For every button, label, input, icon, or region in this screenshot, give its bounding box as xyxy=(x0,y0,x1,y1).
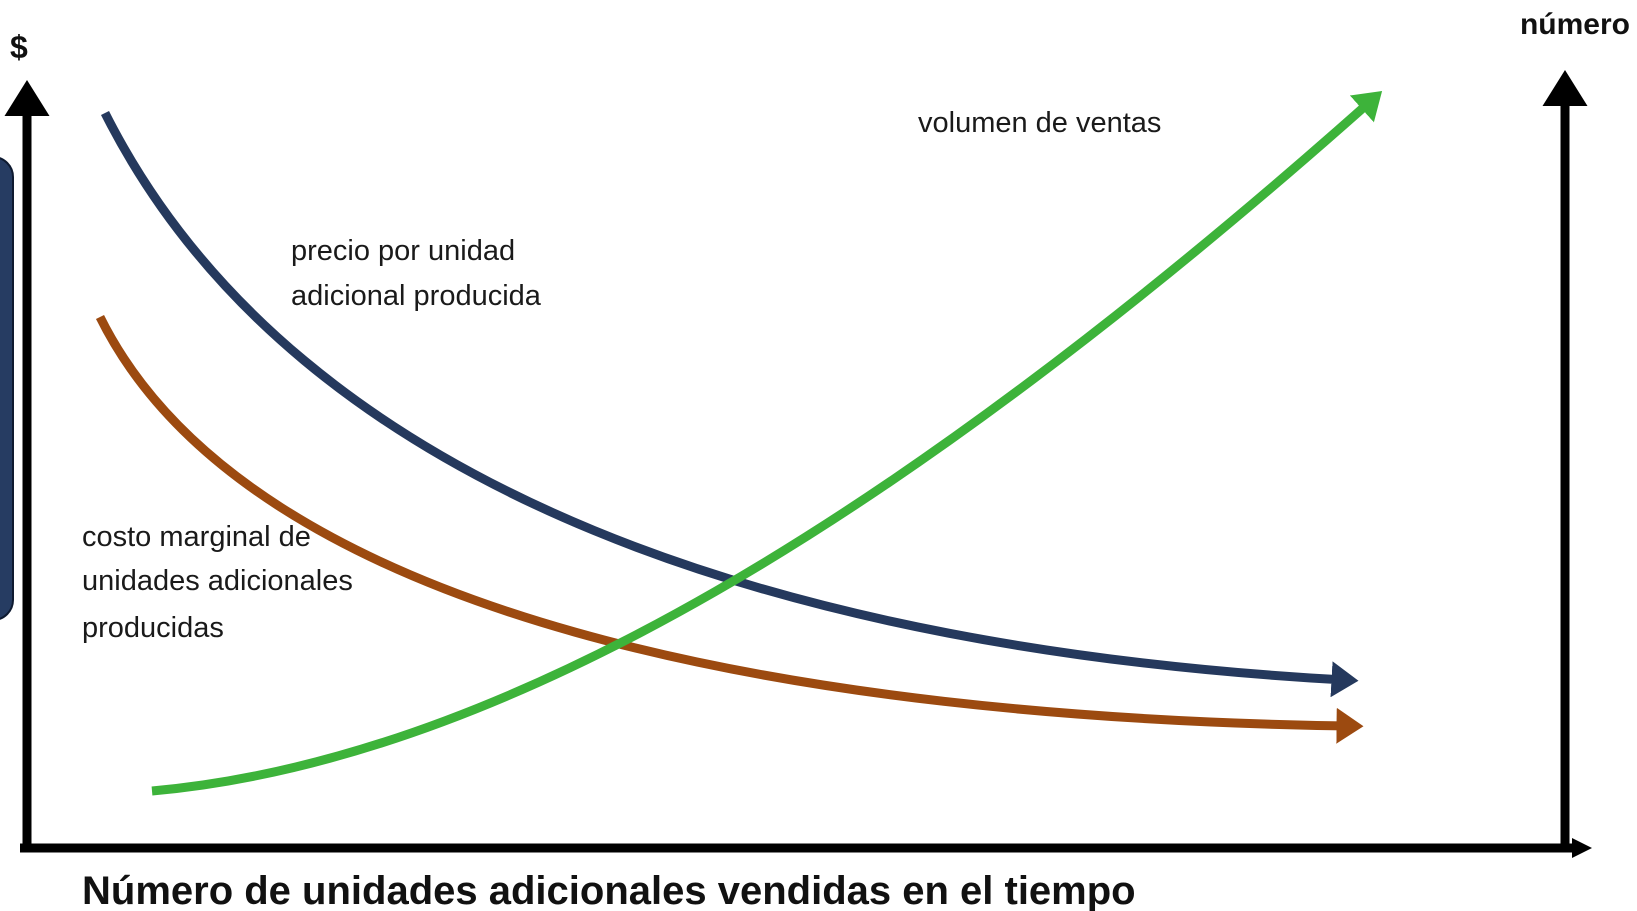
side-panel xyxy=(0,157,14,620)
y-axis-label: $ xyxy=(10,29,28,65)
cost-curve xyxy=(95,314,1364,744)
volume-curve xyxy=(151,91,1383,796)
curve-label: costo marginal de xyxy=(82,521,311,553)
price-curve xyxy=(100,110,1359,698)
x-axis-label: Número de unidades adicionales vendidas … xyxy=(82,869,1136,911)
curve-label: volumen de ventas xyxy=(918,107,1161,139)
curve-label: adicional producida xyxy=(291,280,542,312)
y2-axis-label: número xyxy=(1520,8,1630,41)
curve-label: unidades adicionales xyxy=(82,565,353,597)
curve-label: precio por unidad xyxy=(291,235,515,267)
curve-label: producidas xyxy=(82,612,224,644)
x-axis-arrow xyxy=(1572,838,1592,858)
